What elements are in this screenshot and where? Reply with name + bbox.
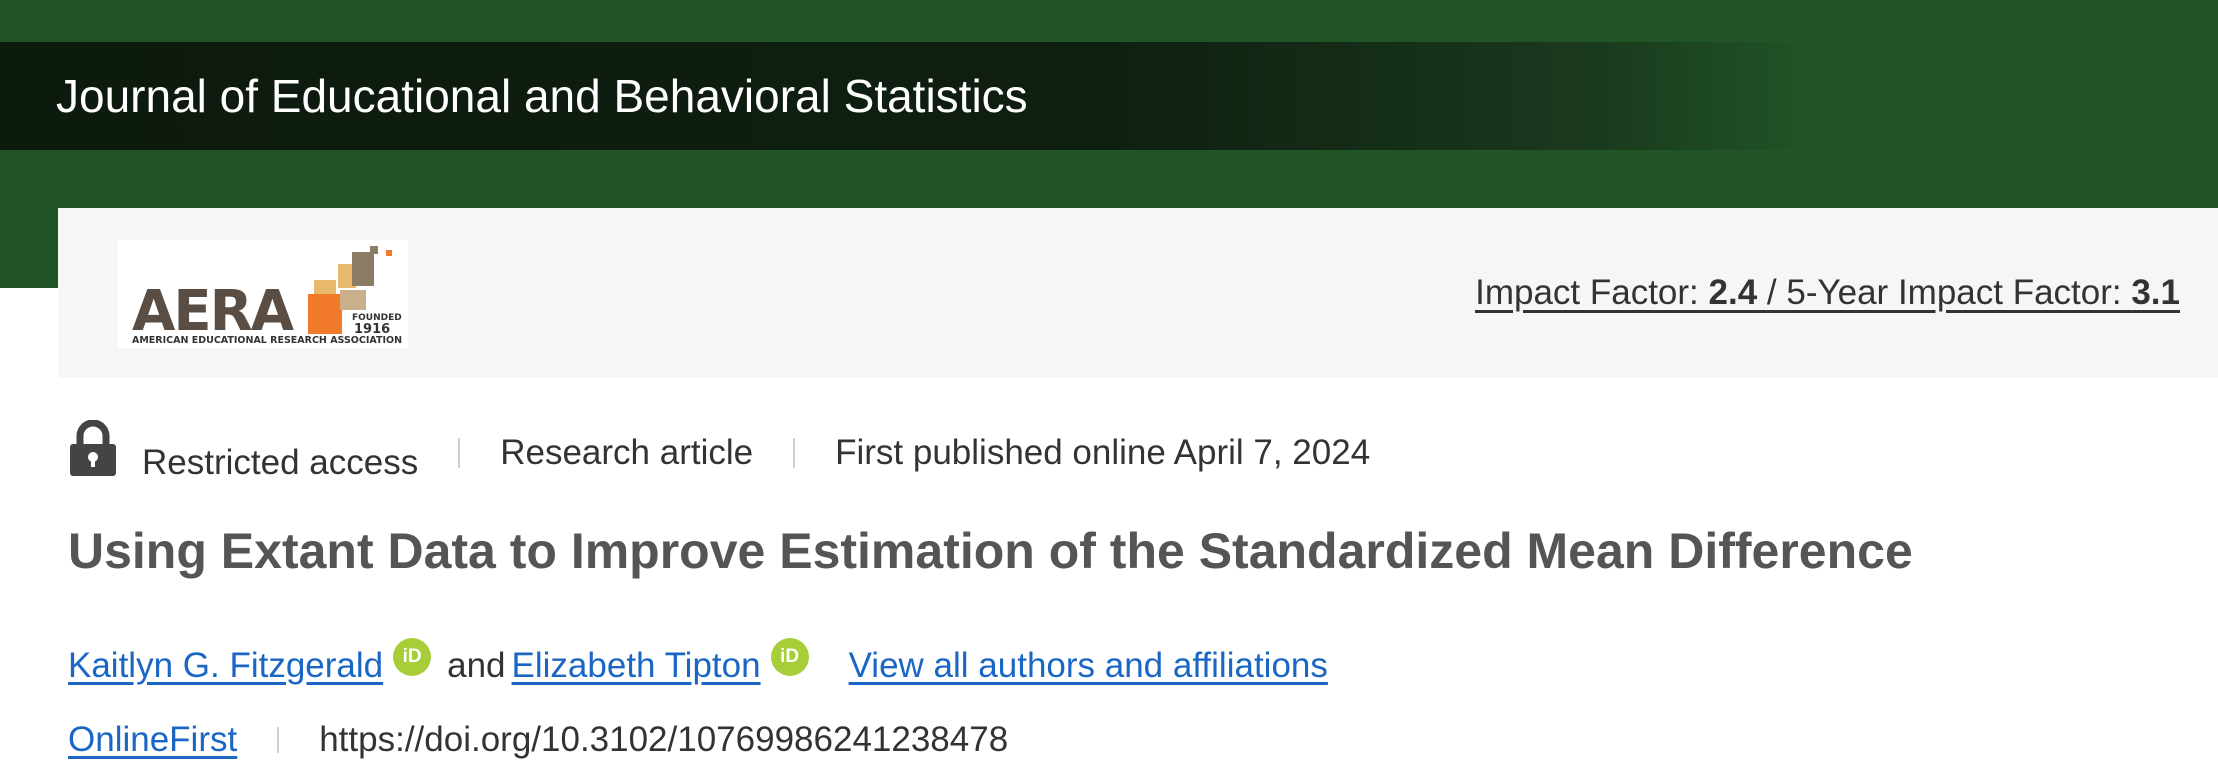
meta-divider xyxy=(793,438,796,468)
article-type: Research article xyxy=(500,433,754,472)
lock-icon xyxy=(70,420,116,476)
impact-factor-label: Impact Factor: xyxy=(1475,273,1699,312)
doi-divider xyxy=(277,727,280,753)
impact-factor-value: 2.4 xyxy=(1708,273,1758,312)
access-status: Restricted access xyxy=(142,443,419,482)
logo-founded-label: FOUNDED xyxy=(352,313,402,323)
aera-logo[interactable]: AERA FOUNDED 1916 AMERICAN EDUCATIONAL R… xyxy=(118,240,408,348)
impact-factor[interactable]: Impact Factor: 2.4 / 5-Year Impact Facto… xyxy=(1475,208,2180,378)
meta-divider xyxy=(458,438,461,468)
onlinefirst-link[interactable]: OnlineFirst xyxy=(68,720,238,759)
author-link[interactable]: Kaitlyn G. Fitzgerald xyxy=(68,646,384,685)
publish-date: First published online April 7, 2024 xyxy=(835,433,1371,472)
orcid-icon[interactable]: iD xyxy=(393,638,432,676)
author-joiner: and xyxy=(447,646,506,685)
article-title: Using Extant Data to Improve Estimation … xyxy=(68,523,1913,579)
article-meta: Restricted access Research article First… xyxy=(68,418,1370,488)
five-year-impact-label: 5-Year Impact Factor: xyxy=(1786,273,2122,312)
journal-banner: AERA FOUNDED 1916 AMERICAN EDUCATIONAL R… xyxy=(58,208,2218,378)
view-all-authors-link[interactable]: View all authors and affiliations xyxy=(848,646,1328,685)
publication-info: OnlineFirst https://doi.org/10.3102/1076… xyxy=(68,712,1008,768)
orcid-icon[interactable]: iD xyxy=(770,638,809,676)
logo-tagline: AMERICAN EDUCATIONAL RESEARCH ASSOCIATIO… xyxy=(132,335,402,346)
author-list: Kaitlyn G. Fitzgerald iD and Elizabeth T… xyxy=(68,636,1328,696)
doi-text[interactable]: https://doi.org/10.3102/1076998624123847… xyxy=(319,720,1009,759)
logo-wordmark: AERA xyxy=(132,279,295,344)
aera-logo-graphic: AERA FOUNDED 1916 AMERICAN EDUCATIONAL R… xyxy=(132,246,402,346)
five-year-impact-value: 3.1 xyxy=(2131,273,2180,312)
logo-founded-year: 1916 xyxy=(354,322,390,337)
impact-factor-separator: / xyxy=(1766,273,1777,312)
impact-factor-link[interactable]: Impact Factor: 2.4 / 5-Year Impact Facto… xyxy=(1475,273,2180,312)
journal-title[interactable]: Journal of Educational and Behavioral St… xyxy=(56,70,1028,122)
journal-title-bar xyxy=(0,42,2218,150)
author-link[interactable]: Elizabeth Tipton xyxy=(511,646,761,685)
